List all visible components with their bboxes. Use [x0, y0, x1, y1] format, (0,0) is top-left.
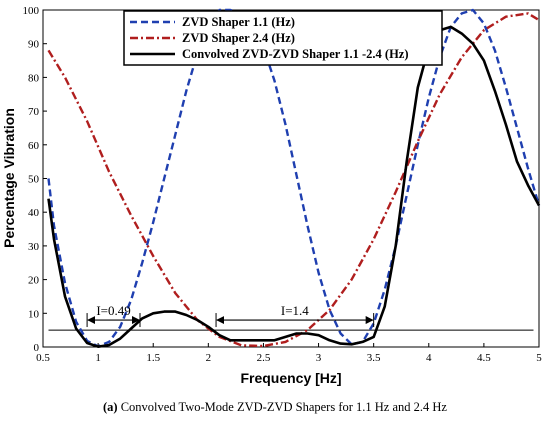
- y-tick-label: 80: [28, 72, 40, 84]
- interval-label-1: I=0.49: [96, 303, 130, 318]
- interval-label-2: I=1.4: [281, 303, 309, 318]
- x-tick-label: 1.5: [146, 352, 160, 364]
- y-tick-label: 30: [28, 241, 40, 253]
- y-tick-label: 60: [28, 140, 40, 152]
- x-tick-label: 5: [536, 352, 542, 364]
- y-tick-label: 20: [28, 275, 40, 287]
- y-tick-label: 10: [28, 308, 40, 320]
- legend-label-3: Convolved ZVD-ZVD Shaper 1.1 -2.4 (Hz): [182, 47, 409, 61]
- x-tick-label: 3.5: [367, 352, 381, 364]
- series-line-1: [47, 8, 541, 348]
- y-axis-label: Percentage Vibration: [1, 108, 17, 248]
- x-tick-label: 4.5: [477, 352, 491, 364]
- legend: ZVD Shaper 1.1 (Hz) ZVD Shaper 2.4 (Hz) Co…: [123, 10, 443, 66]
- series-line-3: [47, 25, 541, 348]
- y-tick-label: 0: [34, 342, 40, 354]
- figure-caption: (a) Convolved Two-Mode ZVD-ZVD Shapers f…: [0, 400, 550, 415]
- y-tick-label: 90: [28, 39, 40, 51]
- y-tick-label: 70: [28, 106, 40, 118]
- x-tick-label: 3: [316, 352, 322, 364]
- y-tick-label: 40: [28, 207, 40, 219]
- x-tick-label: 2: [206, 352, 212, 364]
- caption-text: Convolved Two-Mode ZVD-ZVD Shapers for 1…: [120, 400, 447, 414]
- annotation-layer: I=0.49 I=1.4: [86, 303, 375, 328]
- chart: I=0.49 I=1.4 0.5 1 1.5 2 2.5 3 3.5 4 4.5 5 0 10 20 30…: [1, 5, 542, 386]
- x-axis-label: Frequency [Hz]: [240, 370, 341, 386]
- y-axis-ticks: 0 10 20 30 40 50 60 70 80 90 100: [23, 5, 47, 354]
- y-tick-label: 100: [23, 5, 40, 17]
- x-tick-label: 4: [426, 352, 432, 364]
- x-tick-label: 1: [95, 352, 101, 364]
- legend-box: [123, 10, 443, 66]
- legend-label-2: ZVD Shaper 2.4 (Hz): [182, 31, 295, 45]
- legend-label-1: ZVD Shaper 1.1 (Hz): [182, 15, 295, 29]
- x-tick-label: 0.5: [36, 352, 50, 364]
- series-layer: [47, 8, 541, 348]
- caption-tag: (a): [103, 400, 118, 414]
- series-line-2: [47, 12, 540, 348]
- x-axis-ticks: 0.5 1 1.5 2 2.5 3 3.5 4 4.5 5: [36, 343, 542, 364]
- x-tick-label: 2.5: [257, 352, 271, 364]
- y-tick-label: 50: [28, 174, 40, 186]
